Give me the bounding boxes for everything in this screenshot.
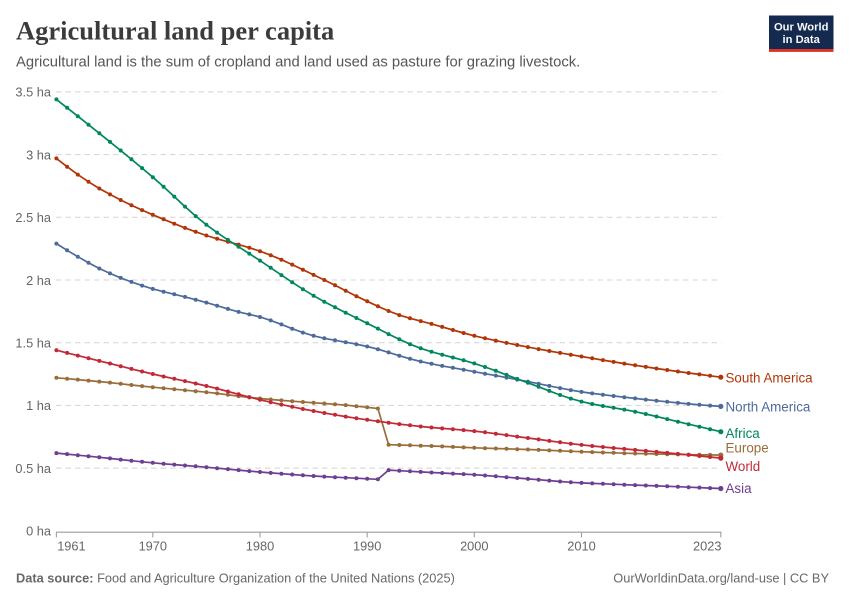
- svg-text:1990: 1990: [353, 539, 381, 554]
- svg-text:1961: 1961: [57, 539, 85, 554]
- svg-text:OurWorldinData.org/land-use |: OurWorldinData.org/land-use | CC BY: [613, 571, 829, 586]
- svg-text:1970: 1970: [139, 539, 167, 554]
- svg-text:Asia: Asia: [726, 481, 753, 496]
- svg-text:0 ha: 0 ha: [26, 524, 52, 539]
- svg-text:2.5 ha: 2.5 ha: [15, 210, 51, 225]
- svg-text:Agricultural land is the sum o: Agricultural land is the sum of cropland…: [16, 55, 580, 71]
- svg-text:Europe: Europe: [726, 441, 769, 456]
- svg-text:North America: North America: [726, 400, 811, 415]
- svg-text:Our World: Our World: [774, 22, 829, 34]
- svg-text:3 ha: 3 ha: [26, 147, 52, 162]
- svg-text:2000: 2000: [460, 539, 488, 554]
- svg-text:South America: South America: [726, 371, 814, 386]
- svg-text:Data source: Food and Agricult: Data source: Food and Agriculture Organi…: [16, 571, 455, 586]
- svg-text:1 ha: 1 ha: [26, 398, 52, 413]
- svg-text:1.5 ha: 1.5 ha: [15, 336, 51, 351]
- svg-text:in Data: in Data: [783, 34, 821, 46]
- svg-text:2010: 2010: [567, 539, 595, 554]
- svg-text:3.5 ha: 3.5 ha: [15, 85, 51, 100]
- svg-text:2 ha: 2 ha: [26, 273, 52, 288]
- svg-text:2023: 2023: [693, 539, 721, 554]
- svg-text:World: World: [726, 459, 761, 474]
- svg-text:1980: 1980: [246, 539, 274, 554]
- svg-text:Agricultural land per capita: Agricultural land per capita: [16, 16, 334, 46]
- svg-text:Africa: Africa: [726, 426, 761, 441]
- svg-text:0.5 ha: 0.5 ha: [15, 461, 51, 476]
